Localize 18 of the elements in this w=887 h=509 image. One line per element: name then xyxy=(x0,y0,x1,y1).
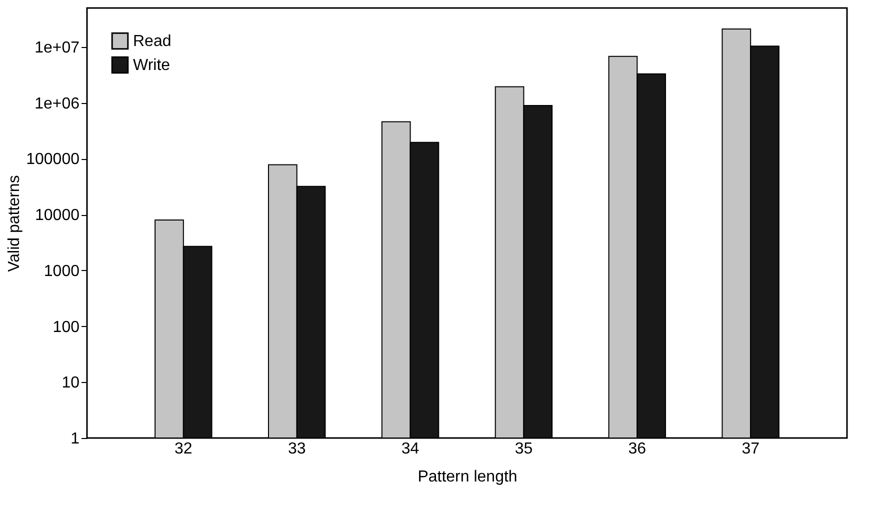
y-tick-label: 10 xyxy=(62,374,80,392)
x-tick-label: 32 xyxy=(174,440,192,458)
y-axis-title: Valid patterns xyxy=(6,175,24,272)
y-tick-label: 100000 xyxy=(26,151,80,168)
x-tick-label: 35 xyxy=(514,440,533,458)
y-tick-label: 1e+07 xyxy=(34,40,80,57)
y-tick-label: 1e+06 xyxy=(34,95,80,112)
y-tick-label: 1000 xyxy=(44,262,80,280)
x-tick-label: 36 xyxy=(628,440,646,458)
x-tick-label: 33 xyxy=(288,440,306,458)
legend-label: Write xyxy=(133,57,170,74)
y-tick-label: 1 xyxy=(70,430,80,448)
legend-label: Read xyxy=(133,33,172,50)
y-tick-label: 10000 xyxy=(35,207,80,224)
y-tick-label: 100 xyxy=(52,318,80,336)
x-tick-label: 37 xyxy=(742,440,760,458)
x-axis-title: Pattern length xyxy=(418,468,518,486)
x-tick-label: 34 xyxy=(401,440,420,458)
